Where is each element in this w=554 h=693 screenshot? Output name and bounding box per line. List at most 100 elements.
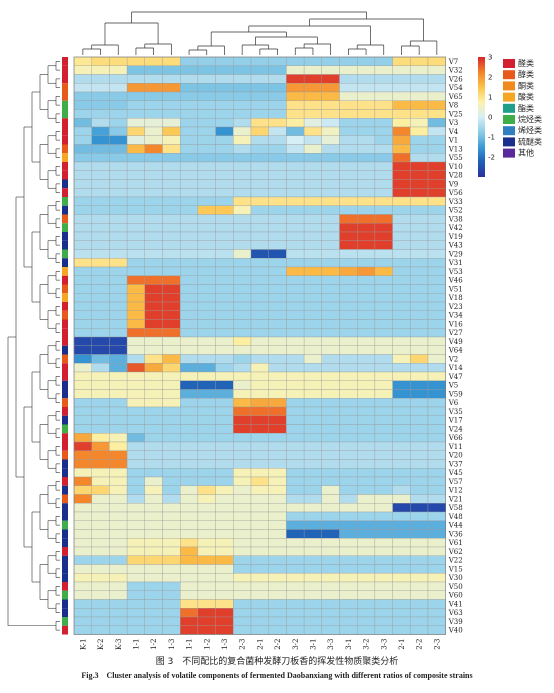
heatmap-cell	[339, 511, 358, 521]
heatmap-cell	[374, 109, 393, 119]
heatmap-cell	[162, 56, 181, 66]
heatmap-cell	[162, 616, 181, 626]
heatmap-cell	[374, 459, 393, 469]
heatmap-cell	[144, 240, 163, 250]
heatmap-cell	[357, 564, 376, 574]
heatmap-cell	[144, 91, 163, 101]
heatmap-cell	[303, 144, 322, 154]
heatmap-cell	[215, 161, 234, 171]
row-class-mark	[62, 240, 68, 250]
heatmap-cell	[392, 231, 411, 241]
legend-label: 酸类	[518, 92, 534, 102]
heatmap-cell	[321, 109, 340, 119]
heatmap-cell	[144, 161, 163, 171]
heatmap-cell	[180, 529, 199, 539]
heatmap-cell	[197, 450, 216, 460]
heatmap-cell	[91, 503, 110, 513]
heatmap-cell	[215, 503, 234, 513]
heatmap-cell	[427, 266, 446, 276]
heatmap-cell	[233, 328, 252, 338]
heatmap-cell	[286, 450, 305, 460]
heatmap-cell	[73, 284, 92, 294]
heatmap-cell	[215, 371, 234, 381]
heatmap-cell	[144, 564, 163, 574]
heatmap-cell	[321, 424, 340, 434]
legend-label: 醇类	[518, 69, 534, 79]
heatmap-cell	[392, 301, 411, 311]
heatmap-cell	[339, 179, 358, 189]
heatmap-cell	[109, 380, 128, 390]
heatmap-cell	[233, 205, 252, 215]
legend-swatch	[503, 148, 515, 158]
heatmap-cell	[126, 83, 145, 93]
heatmap-cell	[392, 371, 411, 381]
heatmap-cell	[233, 406, 252, 416]
heatmap-cell	[268, 301, 287, 311]
heatmap-cell	[410, 363, 429, 373]
heatmap-cell	[215, 231, 234, 241]
legend-label: 烯烃类	[518, 125, 542, 135]
heatmap-cell	[339, 56, 358, 66]
heatmap-cell	[268, 424, 287, 434]
heatmap-cell	[109, 625, 128, 635]
heatmap-cell	[250, 345, 269, 355]
heatmap-cell	[215, 188, 234, 198]
heatmap-cell	[410, 608, 429, 618]
heatmap-cell	[197, 91, 216, 101]
heatmap-cell	[162, 371, 181, 381]
heatmap-cell	[180, 415, 199, 425]
heatmap-cell	[321, 625, 340, 635]
heatmap-cell	[357, 608, 376, 618]
heatmap-cell	[321, 56, 340, 66]
row-label: V66	[448, 434, 464, 442]
heatmap-cell	[73, 511, 92, 521]
color-scale-tick: 0	[488, 114, 492, 122]
heatmap-cell	[162, 109, 181, 119]
heatmap-cell	[410, 581, 429, 591]
heatmap-cell	[91, 266, 110, 276]
heatmap-cell	[410, 433, 429, 443]
heatmap-cell	[250, 74, 269, 84]
heatmap-cell	[268, 153, 287, 163]
heatmap-cell	[73, 485, 92, 495]
heatmap-cell	[392, 424, 411, 434]
heatmap-cell	[215, 74, 234, 84]
heatmap-cell	[91, 354, 110, 364]
heatmap-cell	[303, 459, 322, 469]
heatmap-cell	[303, 485, 322, 495]
heatmap-cell	[73, 503, 92, 513]
heatmap-cell	[392, 380, 411, 390]
heatmap-cell	[144, 328, 163, 338]
heatmap-cell	[215, 153, 234, 163]
heatmap-cell	[268, 564, 287, 574]
heatmap-cell	[286, 590, 305, 600]
heatmap-cell	[91, 249, 110, 259]
row-label: V52	[448, 207, 463, 215]
heatmap-cell	[109, 153, 128, 163]
heatmap-cell	[180, 608, 199, 618]
heatmap-cell	[339, 476, 358, 486]
row-label: V58	[448, 504, 463, 512]
heatmap-cell	[215, 590, 234, 600]
heatmap-cell	[126, 503, 145, 513]
heatmap-cell	[91, 91, 110, 101]
heatmap-cell	[303, 196, 322, 206]
heatmap-cell	[357, 65, 376, 75]
heatmap-cell	[109, 83, 128, 93]
heatmap-cell	[286, 65, 305, 75]
row-class-mark	[62, 328, 68, 337]
heatmap-cell	[162, 590, 181, 600]
heatmap-cell	[197, 389, 216, 399]
heatmap-cell	[126, 223, 145, 233]
heatmap-cell	[268, 258, 287, 268]
heatmap-cell	[233, 371, 252, 381]
heatmap-cell	[126, 205, 145, 215]
heatmap-cell	[73, 249, 92, 259]
heatmap-cell	[286, 153, 305, 163]
heatmap-cell	[180, 144, 199, 154]
heatmap-cell	[303, 109, 322, 119]
heatmap-cell	[109, 214, 128, 224]
heatmap-cell	[374, 126, 393, 136]
heatmap-cell	[268, 450, 287, 460]
heatmap-cell	[339, 485, 358, 495]
